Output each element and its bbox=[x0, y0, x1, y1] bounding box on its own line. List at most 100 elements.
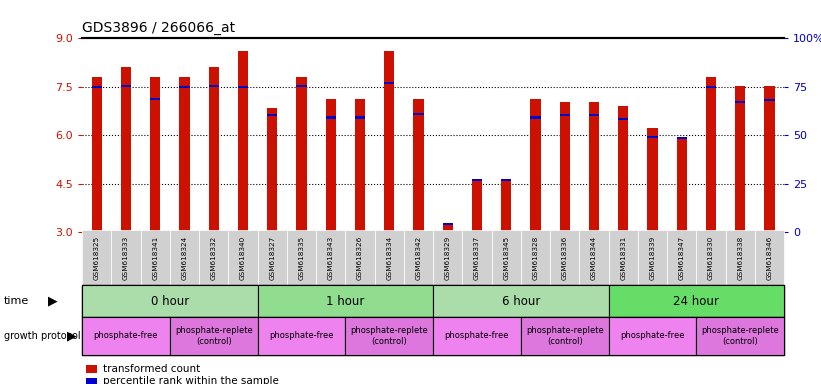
Text: ▶: ▶ bbox=[48, 295, 57, 308]
Bar bbox=[140, 230, 170, 286]
Bar bbox=[764, 99, 774, 101]
Bar bbox=[433, 230, 462, 286]
Text: GSM618339: GSM618339 bbox=[649, 236, 655, 280]
Bar bbox=[677, 138, 687, 232]
Bar bbox=[170, 317, 258, 355]
Text: GSM618347: GSM618347 bbox=[679, 236, 685, 280]
Bar bbox=[258, 317, 346, 355]
Bar bbox=[296, 84, 306, 87]
Text: GSM618346: GSM618346 bbox=[767, 236, 773, 280]
Text: GSM618326: GSM618326 bbox=[357, 236, 363, 280]
Bar bbox=[608, 285, 784, 317]
Bar bbox=[413, 99, 424, 232]
Bar bbox=[618, 106, 628, 232]
Bar bbox=[121, 84, 131, 87]
Bar bbox=[589, 114, 599, 116]
Text: GSM618336: GSM618336 bbox=[562, 236, 567, 280]
Bar bbox=[112, 230, 140, 286]
Bar bbox=[82, 285, 258, 317]
Bar bbox=[706, 86, 716, 88]
Text: phosphate-free: phosphate-free bbox=[94, 331, 158, 341]
Bar bbox=[267, 108, 277, 232]
Text: ▶: ▶ bbox=[67, 329, 77, 343]
Bar bbox=[530, 116, 540, 119]
Text: phosphate-free: phosphate-free bbox=[620, 331, 685, 341]
Text: GSM618340: GSM618340 bbox=[240, 236, 246, 280]
Bar bbox=[608, 230, 638, 286]
Bar bbox=[530, 99, 540, 232]
Bar bbox=[267, 114, 277, 116]
Text: GSM618342: GSM618342 bbox=[415, 236, 421, 280]
Bar bbox=[443, 223, 453, 225]
Bar bbox=[492, 230, 521, 286]
Bar bbox=[346, 230, 374, 286]
Bar bbox=[287, 230, 316, 286]
Bar bbox=[764, 86, 774, 232]
Bar bbox=[501, 179, 511, 181]
Bar bbox=[560, 114, 570, 116]
Bar bbox=[200, 230, 228, 286]
Bar bbox=[580, 230, 608, 286]
Text: transformed count: transformed count bbox=[103, 364, 200, 374]
Bar bbox=[404, 230, 433, 286]
Bar bbox=[726, 230, 754, 286]
Bar bbox=[82, 230, 112, 286]
Bar bbox=[170, 230, 200, 286]
Text: phosphate-free: phosphate-free bbox=[269, 331, 333, 341]
Bar bbox=[228, 230, 258, 286]
Bar bbox=[550, 230, 580, 286]
Bar bbox=[433, 285, 608, 317]
Bar bbox=[355, 99, 365, 232]
Bar bbox=[433, 317, 521, 355]
Text: GSM618344: GSM618344 bbox=[591, 236, 597, 280]
Bar bbox=[647, 128, 658, 232]
Bar bbox=[92, 76, 102, 232]
Bar bbox=[413, 113, 424, 115]
Text: 1 hour: 1 hour bbox=[326, 295, 365, 308]
Text: GSM618343: GSM618343 bbox=[328, 236, 333, 280]
Bar bbox=[589, 103, 599, 232]
Bar bbox=[346, 317, 433, 355]
Text: percentile rank within the sample: percentile rank within the sample bbox=[103, 376, 279, 384]
Text: growth protocol: growth protocol bbox=[4, 331, 80, 341]
Bar bbox=[258, 230, 287, 286]
Bar bbox=[696, 317, 784, 355]
Text: GSM618328: GSM618328 bbox=[533, 236, 539, 280]
Bar bbox=[521, 230, 550, 286]
Text: phosphate-free: phosphate-free bbox=[445, 331, 509, 341]
Text: GSM618332: GSM618332 bbox=[211, 236, 217, 280]
Text: GSM618327: GSM618327 bbox=[269, 236, 275, 280]
Bar bbox=[92, 86, 102, 88]
Bar bbox=[384, 51, 394, 232]
Bar bbox=[384, 82, 394, 84]
Bar bbox=[82, 317, 170, 355]
Bar bbox=[316, 230, 346, 286]
Text: GSM618335: GSM618335 bbox=[299, 236, 305, 280]
Bar bbox=[667, 230, 696, 286]
Text: GDS3896 / 266066_at: GDS3896 / 266066_at bbox=[82, 21, 236, 35]
Bar bbox=[296, 76, 306, 232]
Bar bbox=[560, 103, 570, 232]
Bar bbox=[638, 230, 667, 286]
Text: phosphate-replete
(control): phosphate-replete (control) bbox=[701, 326, 779, 346]
Bar bbox=[706, 76, 716, 232]
Bar bbox=[521, 317, 608, 355]
Bar bbox=[150, 76, 160, 232]
Bar bbox=[326, 116, 336, 119]
Bar bbox=[443, 225, 453, 232]
Text: GSM618329: GSM618329 bbox=[445, 236, 451, 280]
Bar bbox=[677, 137, 687, 139]
Bar bbox=[258, 285, 433, 317]
Bar bbox=[238, 86, 248, 88]
Bar bbox=[209, 67, 219, 232]
Text: 0 hour: 0 hour bbox=[151, 295, 189, 308]
Bar bbox=[735, 86, 745, 232]
Text: GSM618330: GSM618330 bbox=[708, 236, 714, 280]
Text: GSM618334: GSM618334 bbox=[386, 236, 392, 280]
Bar bbox=[355, 116, 365, 119]
Bar bbox=[472, 180, 482, 232]
Bar bbox=[735, 101, 745, 103]
Text: GSM618338: GSM618338 bbox=[737, 236, 743, 280]
Text: time: time bbox=[4, 296, 30, 306]
Text: GSM618324: GSM618324 bbox=[181, 236, 187, 280]
